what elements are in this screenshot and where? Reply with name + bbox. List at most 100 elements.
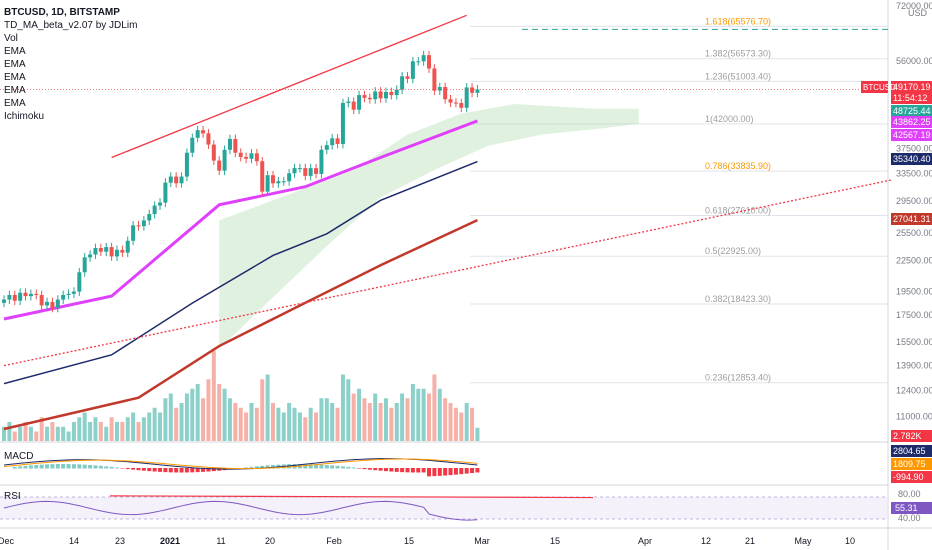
candle-body (2, 299, 6, 303)
time-tick: 23 (115, 536, 125, 546)
volume-bar (45, 426, 50, 441)
rsi-label[interactable]: RSI (4, 491, 21, 502)
price-tick: 11000.00 (896, 412, 932, 422)
indicator-ema-5[interactable]: EMA (4, 98, 26, 109)
volume-bar (12, 431, 17, 441)
volume-bar (190, 388, 195, 441)
symbol-title[interactable]: BTCUSD, 1D, BITSTAMP (4, 7, 120, 18)
volume-bar (475, 427, 480, 441)
volume-bar (292, 407, 297, 441)
macd-histogram-bar (394, 468, 399, 472)
time-tick: Feb (326, 536, 342, 546)
candle-body (459, 102, 464, 108)
candle-body (464, 87, 469, 108)
price-axis[interactable]: 72000.00 56000.00 37500.00 33500.00 29500.00… (861, 1, 932, 523)
price-tag-bg (891, 116, 932, 128)
time-tick: 20 (265, 536, 275, 546)
candle-body (114, 249, 119, 257)
candle-body (12, 294, 17, 301)
macd-histogram-bar (147, 468, 152, 472)
symbol-tag-label: BTCUSD (863, 83, 896, 92)
volume-bar (168, 393, 173, 441)
volume-bar (244, 412, 249, 441)
candle-body (195, 130, 200, 138)
candle-body (394, 89, 399, 96)
ema-brown-line (3, 218, 478, 431)
candle-body (233, 138, 238, 153)
volume-bar (362, 398, 367, 441)
volume-bar (421, 388, 426, 441)
candle-body (340, 102, 345, 144)
candle-body (211, 144, 216, 161)
volume-bar (109, 417, 114, 441)
volume-bar (50, 422, 55, 441)
fib-label: 0.382(18423.30) (705, 294, 771, 304)
price-tick: 22500.00 (896, 255, 932, 265)
macd-histogram-bar (324, 464, 329, 469)
macd-histogram-bar (93, 465, 98, 469)
indicator-panes (0, 458, 888, 521)
price-tick: 33500.00 (896, 168, 932, 178)
candle-body (152, 205, 157, 215)
candle-body (131, 225, 136, 241)
indicator-ichimoku[interactable]: Ichimoku (4, 111, 45, 122)
macd-histogram-bar (114, 467, 119, 469)
volume-bar (184, 393, 189, 441)
macd-histogram-bar (163, 468, 168, 473)
price-tick: 56000.00 (896, 56, 932, 66)
price-tick: 15500.00 (896, 337, 932, 347)
candle-body (265, 175, 270, 192)
macd-histogram-bar (88, 464, 93, 469)
indicator-td-ma[interactable]: TD_MA_beta_v2.07 by JDLim (4, 20, 138, 31)
candle-body (335, 138, 340, 144)
volume-bar (163, 398, 168, 441)
volume-bar (125, 417, 130, 441)
indicator-vol[interactable]: Vol (4, 33, 18, 44)
volume-bar (448, 403, 453, 441)
time-tick: 10 (845, 536, 855, 546)
volume-bar (238, 407, 243, 441)
indicator-ema-2[interactable]: EMA (4, 59, 26, 70)
time-tick: 15 (550, 536, 560, 546)
rsi-tick: 80.00 (898, 489, 921, 499)
price-tick: 37500.00 (896, 144, 932, 154)
time-tick: 11 (216, 536, 225, 546)
candle-body (383, 91, 388, 99)
volume-bar (77, 417, 82, 441)
volume-bar (254, 407, 259, 441)
macd-histogram-bar (18, 466, 23, 469)
indicator-ema-3[interactable]: EMA (4, 72, 26, 83)
macd-histogram-bar (249, 466, 254, 469)
candle-body (475, 89, 480, 93)
candle-body (287, 173, 292, 182)
macd-label[interactable]: MACD (4, 451, 34, 462)
volume-bar (437, 388, 442, 441)
volume-bar (174, 407, 179, 441)
candle-body (362, 95, 367, 98)
candle-body (448, 99, 453, 103)
price-tag-value: 2.782K (893, 431, 922, 441)
indicator-ema-1[interactable]: EMA (4, 46, 26, 57)
time-axis[interactable]: Dec 14 23 2021 11 20 Feb 15 Mar 15 Apr 12 21 May 10 (0, 536, 855, 546)
macd-histogram-bar (400, 468, 405, 473)
candle-body (104, 247, 109, 252)
macd-histogram-bar (190, 468, 195, 473)
volume-bar (206, 379, 211, 441)
volume-bars (2, 350, 480, 441)
volume-bar (7, 422, 12, 441)
fib-label: 0.786(33835.90) (705, 161, 771, 171)
indicator-ema-4[interactable]: EMA (4, 85, 26, 96)
candle-body (174, 176, 179, 184)
candle-body (410, 61, 415, 79)
price-tag-value: 27041.31 (893, 214, 931, 224)
candle-body (217, 160, 222, 171)
macd-histogram-bar (416, 468, 421, 473)
candle-body (125, 240, 130, 253)
macd-histogram-bar (405, 468, 410, 473)
macd-histogram-bar (351, 467, 356, 469)
candle-body (28, 293, 33, 297)
candle-body (55, 299, 60, 308)
macd-histogram-bar (61, 464, 66, 469)
volume-bar (28, 426, 33, 441)
